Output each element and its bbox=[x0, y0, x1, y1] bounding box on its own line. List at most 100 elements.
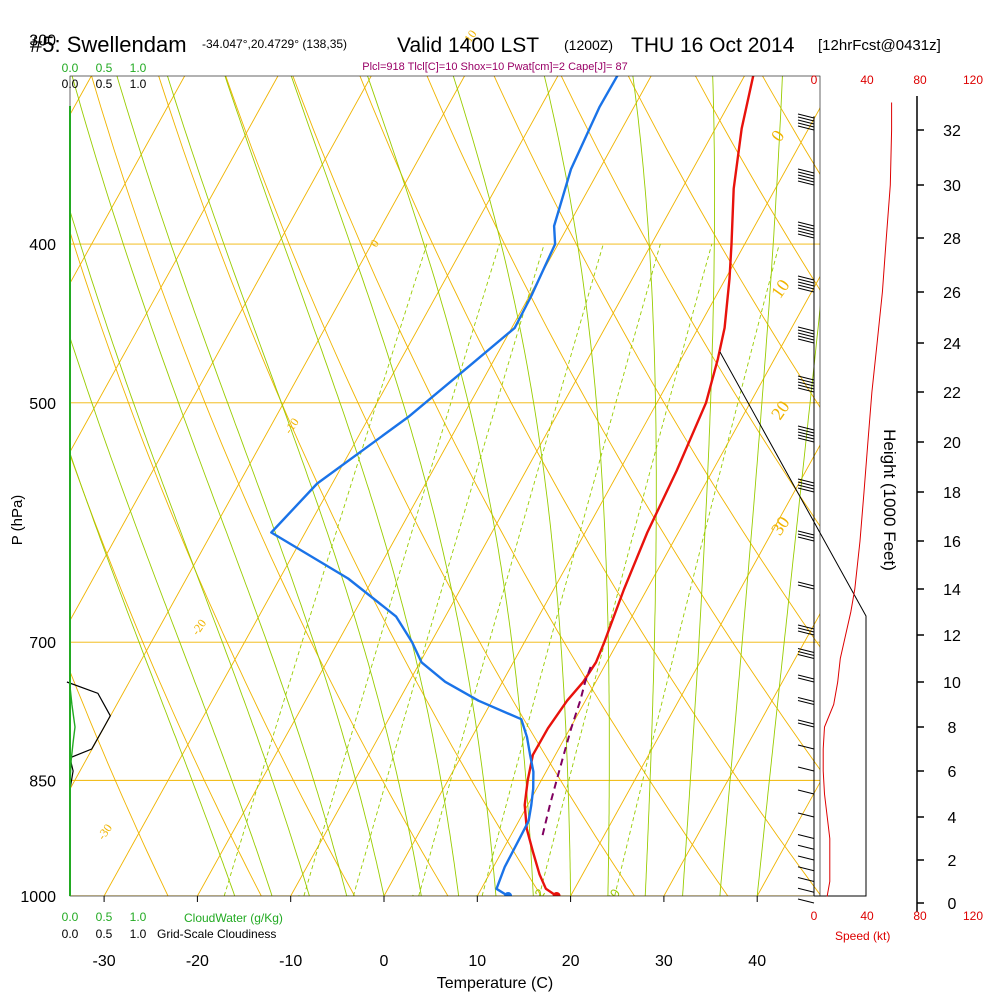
mixing-ratio-line bbox=[418, 243, 604, 896]
moist-adiabat bbox=[70, 451, 236, 896]
wind-barb bbox=[797, 530, 815, 542]
wind-barb bbox=[797, 766, 815, 772]
surface-dewpoint-dot bbox=[504, 892, 513, 896]
y-axis-title: P (hPa) bbox=[9, 495, 26, 546]
cloudiness-scale-label: 0.0 bbox=[62, 927, 79, 941]
cloud-water-scale-label: 0.0 bbox=[62, 61, 79, 75]
moist-adiabat bbox=[116, 76, 385, 896]
height-tick-label: 14 bbox=[943, 582, 961, 599]
cloud-water-scale-label: 0.5 bbox=[96, 61, 113, 75]
cloudiness-scale-label: 0.5 bbox=[96, 927, 113, 941]
forecast-date: THU 16 Oct 2014 bbox=[631, 34, 795, 57]
isotherm-line bbox=[197, 76, 652, 896]
valid-time: Valid 1400 LST bbox=[397, 34, 539, 57]
temperature-tick-label: -20 bbox=[186, 953, 209, 970]
dry-adiabat bbox=[627, 76, 820, 408]
isotherm-line bbox=[70, 76, 465, 790]
temperature-tick-label: 10 bbox=[468, 953, 486, 970]
height-tick-label: 4 bbox=[948, 810, 957, 827]
isotherm-line bbox=[570, 444, 820, 896]
isotherm-line bbox=[851, 76, 1000, 896]
mixing-ratio-label: 2 bbox=[292, 892, 308, 907]
speed-axis-label: 120 bbox=[963, 73, 983, 87]
indices-line: Plcl=918 Tlcl[C]=10 Shox=10 Pwat[cm]=2 C… bbox=[362, 61, 627, 73]
dry-adiabat bbox=[970, 0, 1000, 931]
wind-barb bbox=[797, 812, 815, 818]
wind-barb bbox=[797, 844, 815, 850]
moist-adiabat bbox=[70, 209, 310, 896]
dry-adiabat bbox=[846, 0, 1000, 931]
dry-adiabat bbox=[493, 76, 820, 648]
height-tick-label: 18 bbox=[943, 485, 961, 502]
parcel-line bbox=[541, 661, 594, 836]
wind-barb bbox=[797, 697, 815, 705]
moist-adiabat bbox=[719, 76, 783, 896]
speed-axis-label: 0 bbox=[811, 909, 818, 923]
lifted-surface-outline bbox=[719, 351, 867, 897]
wind-barb bbox=[797, 168, 815, 186]
wind-barb bbox=[797, 648, 815, 659]
pressure-tick-label: 1000 bbox=[20, 889, 56, 906]
isotherm-line bbox=[103, 76, 559, 896]
skew-t-grid: 1 2 3 5 8 12 20 bbox=[70, 0, 1000, 931]
wind-barb bbox=[797, 866, 815, 872]
height-tick-label: 16 bbox=[943, 534, 961, 551]
cloudiness-scale-label: 0.5 bbox=[96, 77, 113, 91]
side-panels: 0246810121416182022242628303200404080801… bbox=[62, 61, 984, 941]
wind-barb bbox=[797, 478, 815, 493]
moist-adiabat bbox=[682, 76, 716, 896]
temperature-tick-label: 0 bbox=[380, 953, 389, 970]
height-tick-label: 12 bbox=[943, 628, 961, 645]
isotherm-line bbox=[476, 275, 820, 896]
dry-adiabat bbox=[70, 670, 169, 896]
isotherm-line bbox=[663, 612, 820, 896]
height-tick-label: 6 bbox=[948, 764, 957, 781]
station-coords: -34.047°,20.4729° (138,35) bbox=[202, 37, 347, 51]
height-axis-title: Height (1000 Feet) bbox=[880, 429, 899, 571]
cloud-water-scale-label: 1.0 bbox=[130, 910, 147, 924]
dry-adiabat bbox=[70, 453, 262, 896]
wind-barb bbox=[797, 674, 815, 683]
wind-barb bbox=[797, 744, 815, 750]
moist-adiabat bbox=[756, 305, 820, 896]
temperature-tick-label: -30 bbox=[93, 953, 116, 970]
mixing-ratio-line bbox=[614, 243, 780, 896]
wind-barb bbox=[797, 275, 815, 293]
isotherm-label: -30 bbox=[94, 821, 115, 842]
isotherm-line bbox=[70, 76, 279, 453]
surface-temperature-dot bbox=[552, 892, 561, 896]
dry-adiabat bbox=[70, 230, 356, 896]
wind-barb bbox=[797, 326, 815, 344]
wind-barb bbox=[797, 855, 815, 861]
dry-adiabat bbox=[292, 76, 729, 896]
height-tick-label: 26 bbox=[943, 285, 961, 302]
isotherm-label: -20 bbox=[189, 617, 210, 638]
wind-barb bbox=[797, 375, 815, 393]
speed-axis-label: 80 bbox=[913, 909, 927, 923]
dry-adiabat bbox=[694, 76, 820, 291]
station-title: #5: Swellendam bbox=[30, 32, 187, 57]
moist-adiabat bbox=[543, 76, 610, 896]
zulu-time: (1200Z) bbox=[564, 37, 613, 53]
pressure-tick-label: 400 bbox=[29, 237, 56, 254]
height-tick-label: 28 bbox=[943, 231, 961, 248]
mixing-ratio-label: 20 bbox=[603, 886, 624, 906]
temperature-tick-label: 30 bbox=[655, 953, 673, 970]
height-tick-label: 32 bbox=[943, 123, 961, 140]
wind-barb bbox=[797, 877, 815, 882]
dry-adiabat bbox=[158, 76, 542, 896]
cloudiness-label: Grid-Scale Cloudiness bbox=[157, 927, 276, 941]
isotherm-label: 0 bbox=[767, 126, 789, 145]
height-tick-label: 2 bbox=[948, 853, 957, 870]
wind-speed-label: Speed (kt) bbox=[835, 929, 890, 943]
dry-adiabat bbox=[225, 76, 636, 896]
height-tick-label: 24 bbox=[943, 336, 961, 353]
cloud-water-scale-label: 1.0 bbox=[130, 61, 147, 75]
wind-barb bbox=[797, 624, 815, 636]
cloud-water-label: CloudWater (g/Kg) bbox=[184, 911, 283, 925]
mixing-ratio-label: 12 bbox=[527, 886, 548, 906]
dry-adiabat bbox=[91, 76, 449, 896]
moist-adiabat bbox=[367, 76, 534, 896]
mixing-ratio-line bbox=[303, 243, 500, 896]
